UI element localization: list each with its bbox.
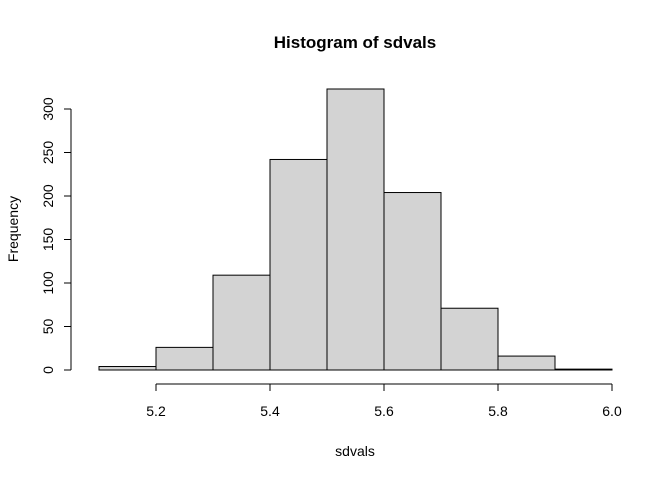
y-tick-label: 0 — [40, 366, 56, 374]
bars-group — [98, 88, 613, 371]
x-axis: 5.2 5.4 5.6 5.8 6.0 — [146, 383, 622, 419]
y-tick-label: 300 — [40, 97, 56, 121]
x-tick-label: 5.4 — [260, 403, 280, 419]
y-tick-label: 100 — [40, 271, 56, 295]
x-tick-label: 5.2 — [146, 403, 166, 419]
histogram-bar — [383, 192, 442, 371]
chart-title: Histogram of sdvals — [274, 33, 437, 52]
y-axis: 0 50 100 150 200 250 300 — [40, 97, 72, 374]
x-axis-label: sdvals — [335, 443, 375, 459]
histogram-bar — [212, 274, 271, 371]
x-tick-label: 6.0 — [602, 403, 622, 419]
y-tick-label: 150 — [40, 228, 56, 252]
x-tick-label: 5.8 — [488, 403, 508, 419]
histogram-bar — [326, 88, 385, 371]
y-axis-label: Frequency — [5, 196, 21, 262]
histogram-bar — [155, 346, 214, 371]
histogram-bar — [554, 368, 613, 371]
y-tick-label: 50 — [40, 319, 56, 335]
histogram-bar — [269, 158, 328, 371]
histogram-bar — [98, 366, 157, 371]
y-tick-label: 250 — [40, 141, 56, 165]
y-tick-label: 200 — [40, 184, 56, 208]
histogram-bar — [497, 355, 556, 371]
x-tick-label: 5.6 — [374, 403, 394, 419]
histogram-bar — [440, 307, 499, 371]
